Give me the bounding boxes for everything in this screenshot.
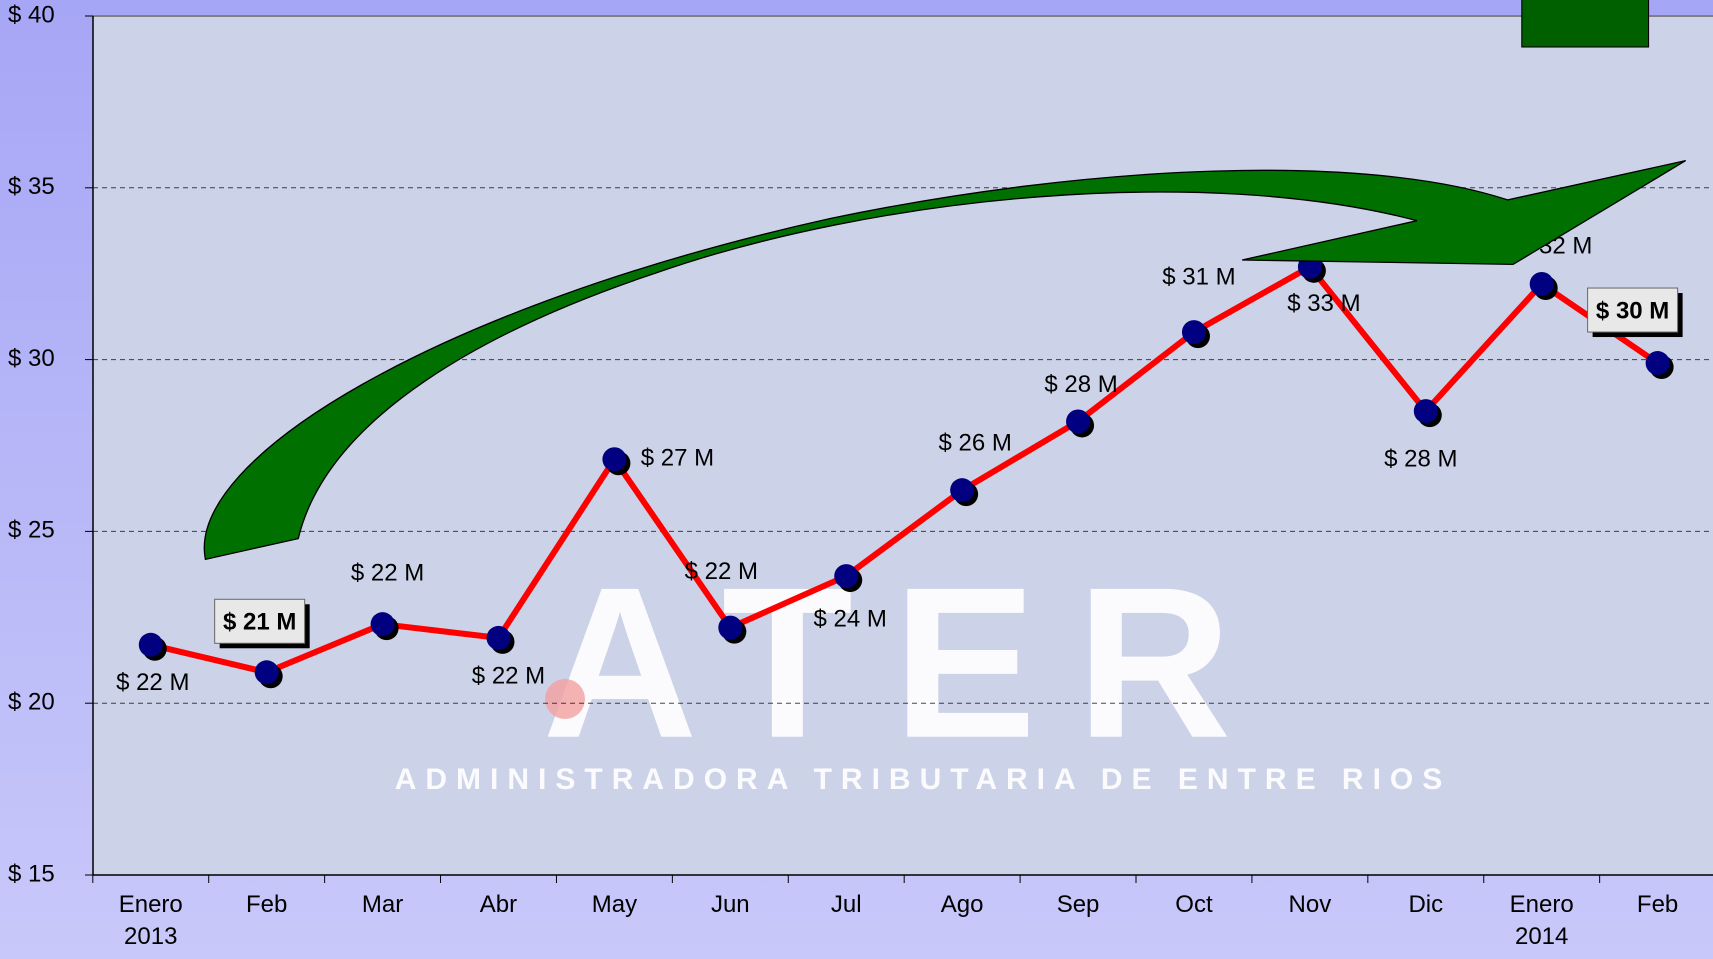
marker	[1529, 272, 1554, 297]
marker	[1066, 409, 1091, 434]
data-label: $ 24 M	[814, 605, 887, 632]
marker	[486, 625, 511, 650]
x-tick-label: Feb	[245, 891, 288, 918]
watermark-subtitle: ADMINISTRADORA TRIBUTARIA DE ENTRE RIOS	[395, 763, 1452, 796]
x-tick-label: May	[591, 891, 638, 918]
x-tick-label: Ago	[940, 891, 984, 918]
y-tick-label: $ 25	[8, 517, 55, 544]
decorative-arrow	[203, 0, 1687, 561]
x-tick-label: Abr	[479, 891, 518, 918]
watermark-dot	[545, 679, 585, 719]
marker	[1645, 351, 1670, 376]
data-label: $ 27 M	[641, 445, 714, 472]
marker	[1413, 399, 1438, 424]
data-label: $ 33 M	[1287, 290, 1360, 317]
data-label: $ 21 M	[223, 609, 296, 636]
data-label: $ 22 M	[351, 560, 424, 587]
marker	[718, 615, 743, 640]
series-line	[150, 263, 1660, 676]
marker	[1181, 320, 1206, 345]
y-tick-label: $ 35	[8, 173, 55, 200]
marker	[950, 478, 975, 503]
y-tick-label: $ 40	[8, 1, 55, 28]
decorative-box	[1521, 0, 1650, 48]
data-label: $ 28 M	[1044, 371, 1117, 398]
marker	[834, 564, 859, 589]
x-tick-label: Feb	[1636, 891, 1679, 918]
watermark: ATER ADMINISTRADORA TRIBUTARIA DE ENTRE …	[395, 542, 1452, 796]
arrow	[203, 159, 1687, 561]
watermark-logo: ATER	[542, 542, 1271, 783]
y-tick-label: $ 15	[8, 860, 55, 887]
x-tick-label: Dic	[1408, 891, 1444, 918]
x-tick-label: Jun	[710, 891, 750, 918]
data-label: $ 22 M	[116, 669, 189, 696]
marker	[254, 660, 279, 685]
y-tick-label: $ 20	[8, 689, 55, 716]
x-tick-label: Enero 2013	[118, 891, 183, 950]
label-box	[1587, 287, 1679, 333]
x-tick-label: Sep	[1056, 891, 1100, 918]
data-label: $ 26 M	[938, 430, 1011, 457]
x-tick-label: Nov	[1288, 891, 1332, 918]
y-tick-label: $ 30	[8, 345, 55, 372]
x-tick-label: Enero 2014	[1509, 891, 1574, 950]
data-label: $ 31 M	[1162, 263, 1235, 290]
marker	[370, 612, 395, 637]
x-tick-label: Mar	[361, 891, 404, 918]
label-box	[214, 598, 306, 644]
marker	[138, 632, 163, 657]
data-label: $ 30 M	[1596, 297, 1669, 324]
x-tick-label: Jul	[830, 891, 862, 918]
marker	[602, 447, 627, 472]
data-label: $ 22 M	[472, 662, 545, 689]
data-label: $ 28 M	[1384, 445, 1457, 472]
plot-area	[93, 16, 1713, 875]
data-label: $ 22 M	[685, 558, 758, 585]
x-tick-label: Oct	[1175, 891, 1213, 918]
